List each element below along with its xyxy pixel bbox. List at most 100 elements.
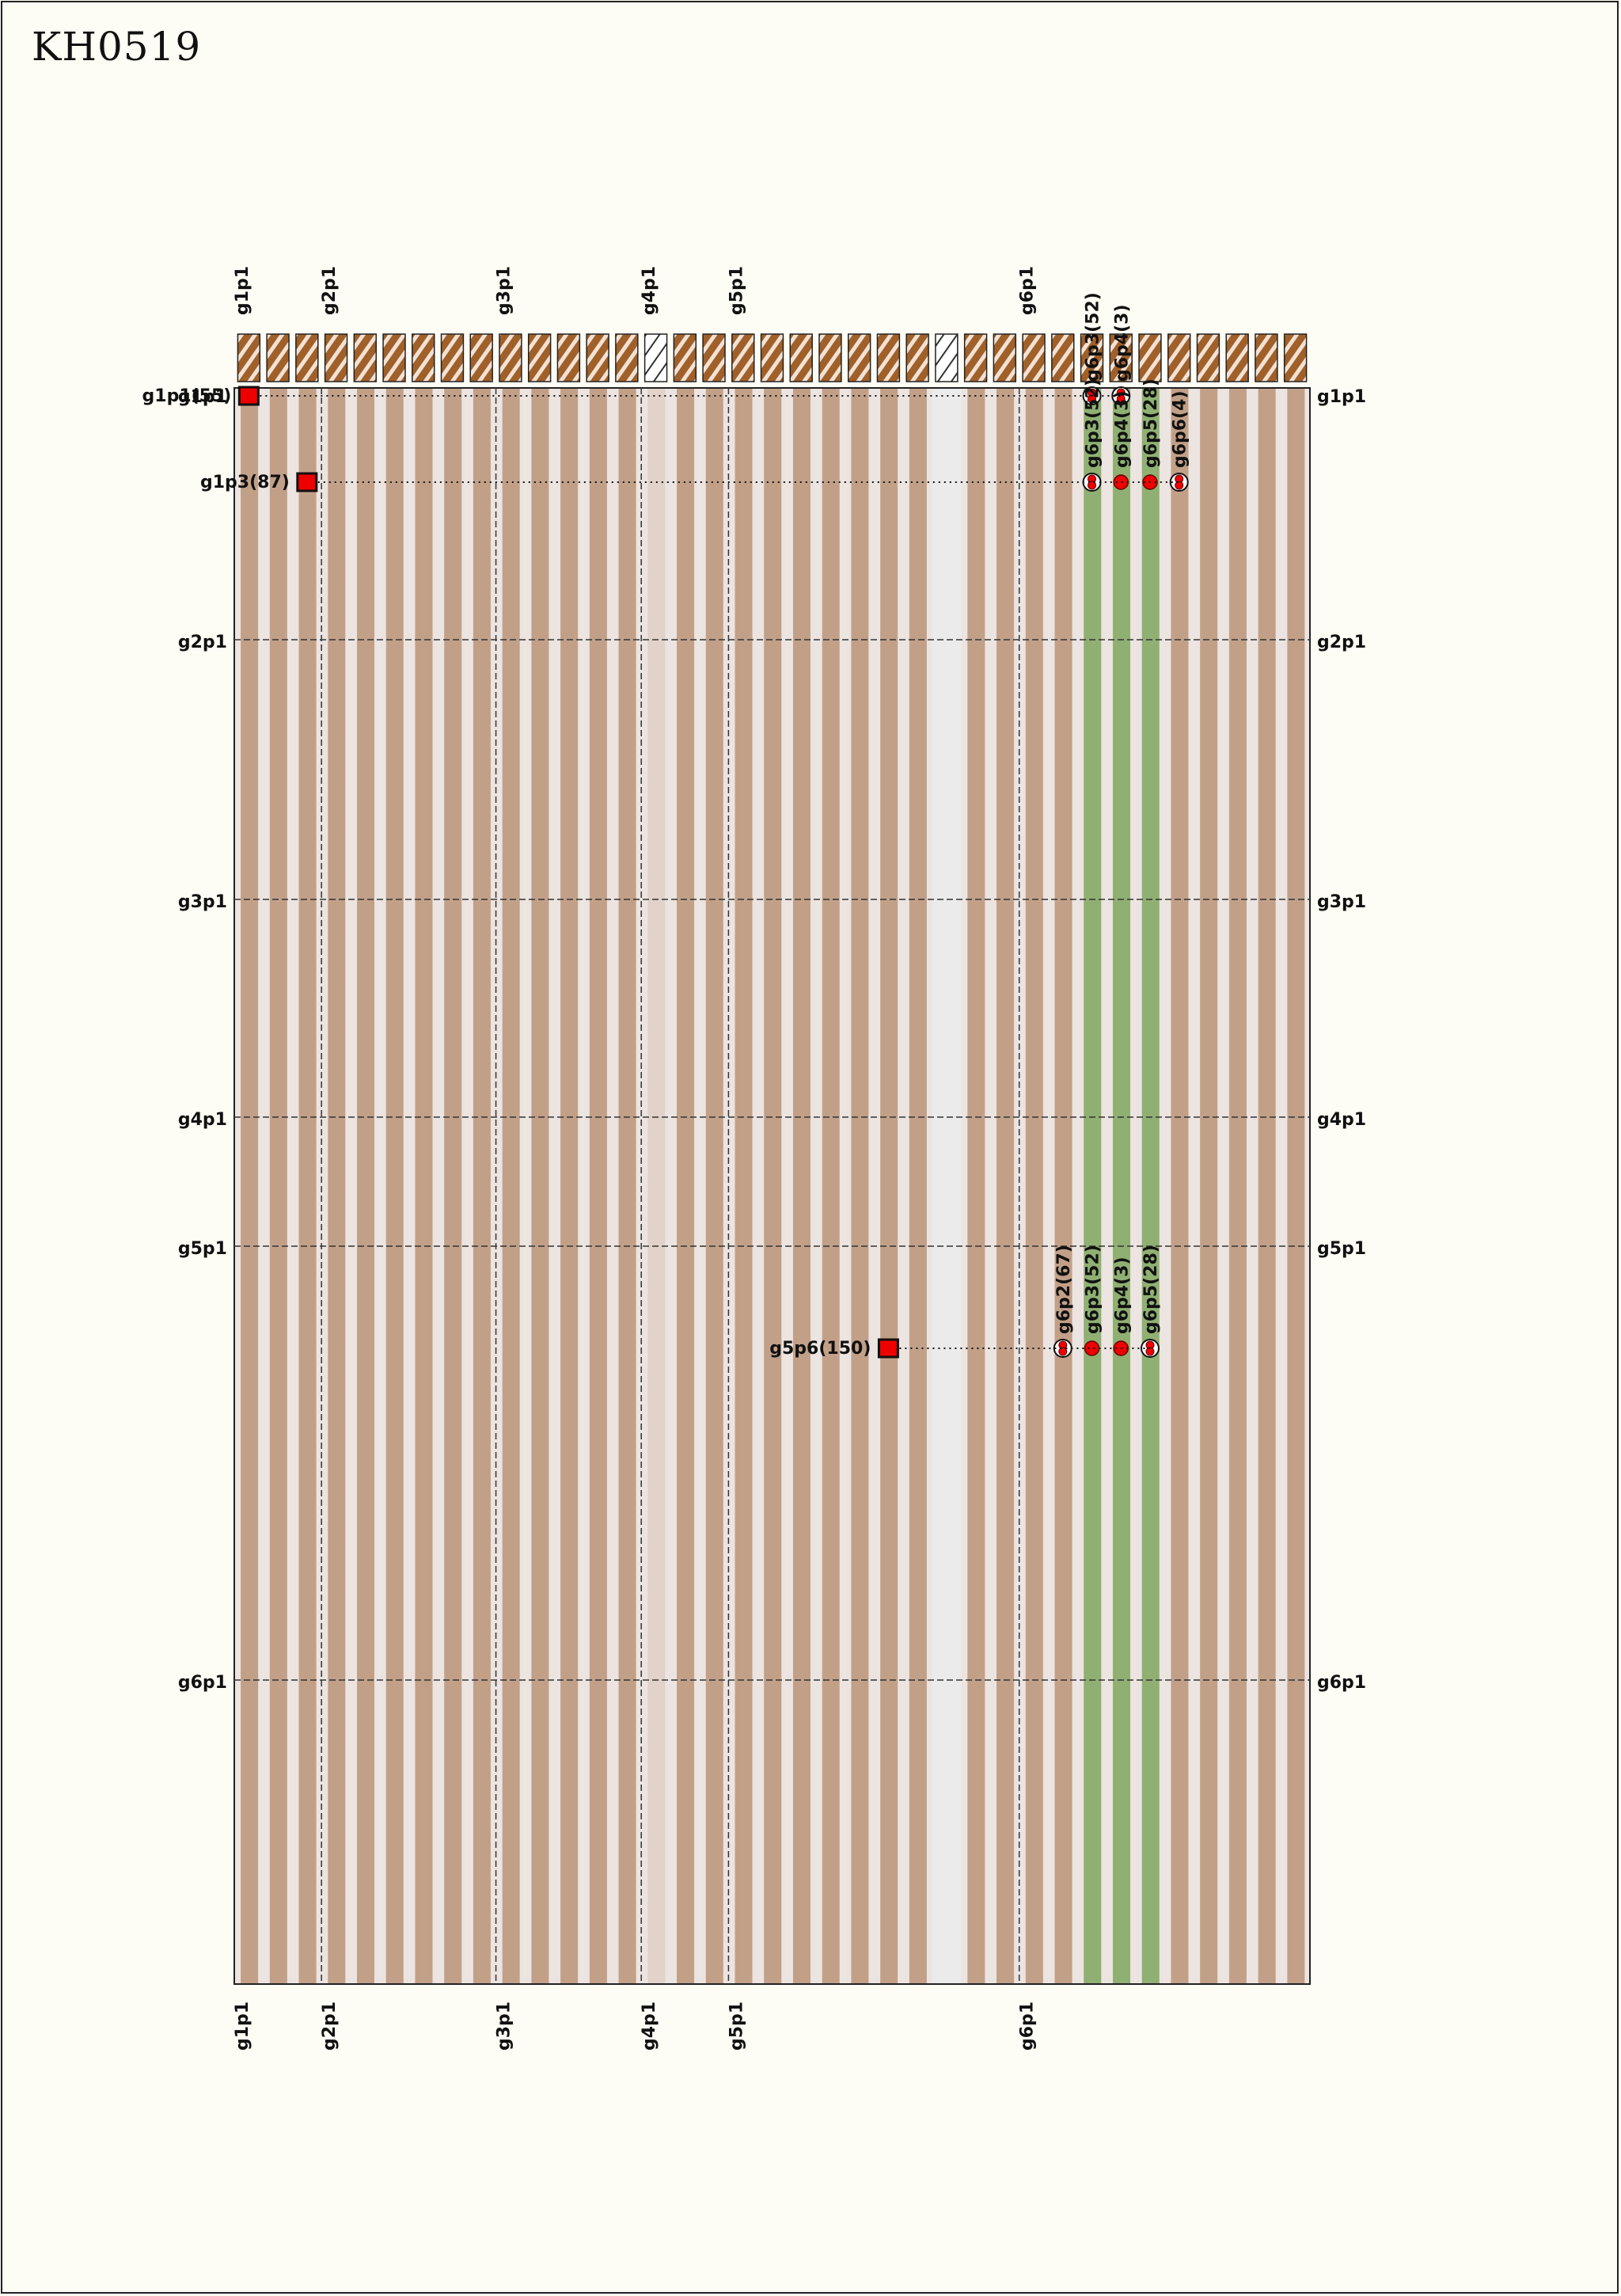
marker-dot — [1058, 1347, 1068, 1356]
column-header-tile — [1080, 333, 1104, 382]
marker-dot — [1088, 481, 1097, 490]
column-header-tile — [1196, 333, 1220, 382]
feature-label: g1p1(55) — [142, 386, 232, 406]
genome-label-right: g2p1 — [1317, 633, 1366, 652]
genome-label-bottom: g2p1 — [320, 2001, 340, 2051]
genome-label-left: g4p1 — [178, 1110, 227, 1130]
column-header-tile — [440, 333, 465, 382]
feature-square — [296, 472, 318, 492]
column-band — [735, 388, 753, 1984]
column-header-tile — [586, 333, 609, 382]
column-header-tile — [1138, 333, 1162, 382]
column-band — [473, 388, 491, 1984]
column-header-tile — [1109, 333, 1133, 382]
column-band — [677, 388, 695, 1984]
column-header-tile — [1167, 333, 1191, 382]
column-header-tile — [324, 333, 348, 382]
column-header-tile — [556, 333, 581, 382]
genome-label-left: g5p1 — [178, 1239, 227, 1259]
marker-label: g6p3(52) — [1084, 378, 1103, 468]
genome-label-right: g3p1 — [1317, 892, 1366, 912]
genome-label-right: g4p1 — [1317, 1110, 1366, 1130]
column-band — [618, 388, 636, 1984]
column-header-tile — [847, 333, 871, 382]
column-header-tile — [818, 333, 842, 382]
column-header-tile — [963, 333, 988, 382]
marker-label: g6p4(3) — [1112, 304, 1132, 382]
column-header-tile — [1255, 333, 1278, 382]
feature-label: g1p3(87) — [200, 473, 290, 492]
column-band — [385, 388, 404, 1984]
genome-label-left: g3p1 — [178, 892, 227, 912]
column-band — [1141, 388, 1160, 1984]
genome-label-right: g1p1 — [1317, 387, 1366, 407]
genome-label-left: g6p1 — [178, 1673, 227, 1693]
genome-label-top: g4p1 — [640, 266, 659, 315]
column-header-tile — [1225, 333, 1249, 382]
column-band — [444, 388, 462, 1984]
column-band — [822, 388, 840, 1984]
column-band — [241, 388, 259, 1984]
column-header-tile — [266, 333, 290, 382]
column-band — [1084, 388, 1102, 1984]
genome-label-top: g2p1 — [320, 266, 340, 315]
column-band — [705, 388, 723, 1984]
genome-label-bottom: g1p1 — [233, 2001, 252, 2051]
column-header-tile — [702, 333, 726, 382]
genome-label-top: g5p1 — [727, 266, 746, 315]
column-band — [1171, 388, 1189, 1984]
marker-label: g6p2(67) — [1054, 1245, 1074, 1334]
marker-label: g6p4(3) — [1112, 390, 1132, 468]
column-header-tile — [789, 333, 813, 382]
genome-label-top: g1p1 — [233, 266, 252, 315]
column-band — [415, 388, 433, 1984]
column-band — [298, 388, 317, 1984]
genome-label-bottom: g6p1 — [1018, 2001, 1038, 2051]
column-header-tile — [731, 333, 755, 382]
column-band — [1112, 388, 1131, 1984]
column-band — [356, 388, 375, 1984]
column-band — [560, 388, 579, 1984]
column-band — [647, 388, 666, 1984]
feature-square — [237, 386, 260, 406]
marker-label: g6p4(3) — [1112, 1256, 1132, 1334]
column-band — [909, 388, 927, 1984]
column-band — [1025, 388, 1043, 1984]
genome-label-bottom: g5p1 — [727, 2001, 746, 2051]
marker-dot — [1084, 1340, 1100, 1356]
column-15 — [641, 388, 670, 1984]
column-header-tile — [760, 333, 784, 382]
column-header-tile — [382, 333, 406, 382]
genome-label-left: g2p1 — [178, 633, 227, 652]
column-header-tile — [993, 333, 1017, 382]
column-band — [1054, 388, 1072, 1984]
column-band — [1200, 388, 1218, 1984]
column-header-tile — [469, 333, 493, 382]
column-header-tile — [1283, 333, 1308, 382]
marker-label: g6p3(52) — [1084, 292, 1103, 382]
column-header-tile — [1051, 333, 1075, 382]
column-band — [1228, 388, 1247, 1984]
column-band — [851, 388, 869, 1984]
column-header-tile — [935, 333, 959, 382]
column-header-tile — [237, 333, 261, 382]
column-header-tile — [905, 333, 929, 382]
column-header-tile — [673, 333, 697, 382]
column-header-tile — [499, 333, 522, 382]
column-band — [589, 388, 607, 1984]
genome-label-bottom: g3p1 — [495, 2001, 514, 2051]
column-band — [967, 388, 985, 1984]
column-band — [880, 388, 898, 1984]
column-header-tile — [1022, 333, 1046, 382]
feature-label: g5p6(150) — [769, 1339, 871, 1359]
column-band — [1287, 388, 1305, 1984]
genome-label-top: g6p1 — [1018, 266, 1038, 315]
marker-label: g6p6(4) — [1171, 390, 1190, 468]
column-header-tile — [412, 333, 435, 382]
column-band — [328, 388, 346, 1984]
genome-label-left: g1p1 — [178, 387, 227, 407]
empty-column — [932, 388, 962, 1984]
genome-label-right: g5p1 — [1317, 1239, 1366, 1259]
feature-square — [877, 1338, 899, 1359]
